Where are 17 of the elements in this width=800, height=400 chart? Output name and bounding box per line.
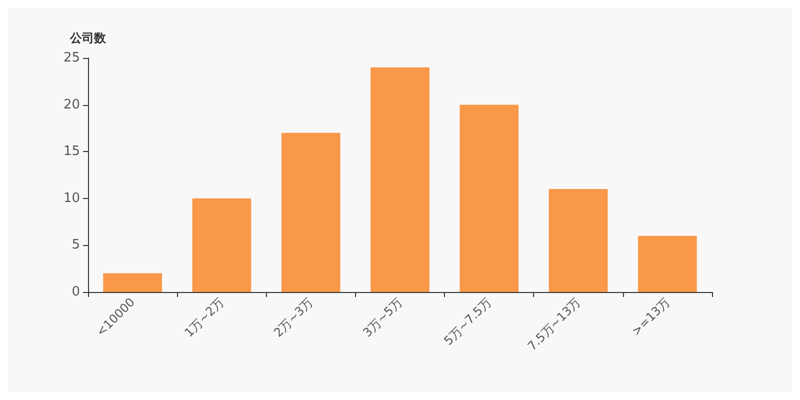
y-tick-label: 15 (63, 144, 80, 160)
bar (281, 132, 340, 292)
x-tick-label: 3万~5万 (360, 295, 405, 340)
y-tick-label: 5 (72, 238, 80, 253)
x-tick-label: 1万~2万 (182, 295, 227, 340)
y-tick-label: 0 (72, 284, 80, 300)
y-axis-title: 公司数 (69, 31, 107, 45)
bar (103, 273, 162, 292)
bar (370, 67, 430, 292)
bar (638, 236, 697, 292)
bar (460, 104, 519, 292)
bar (192, 198, 252, 292)
y-tick-label: 25 (63, 50, 80, 66)
y-tick-label: 10 (63, 190, 80, 206)
bar (548, 189, 608, 292)
y-tick-label: 20 (63, 97, 80, 112)
x-tick-label: 2万~3万 (271, 295, 316, 340)
